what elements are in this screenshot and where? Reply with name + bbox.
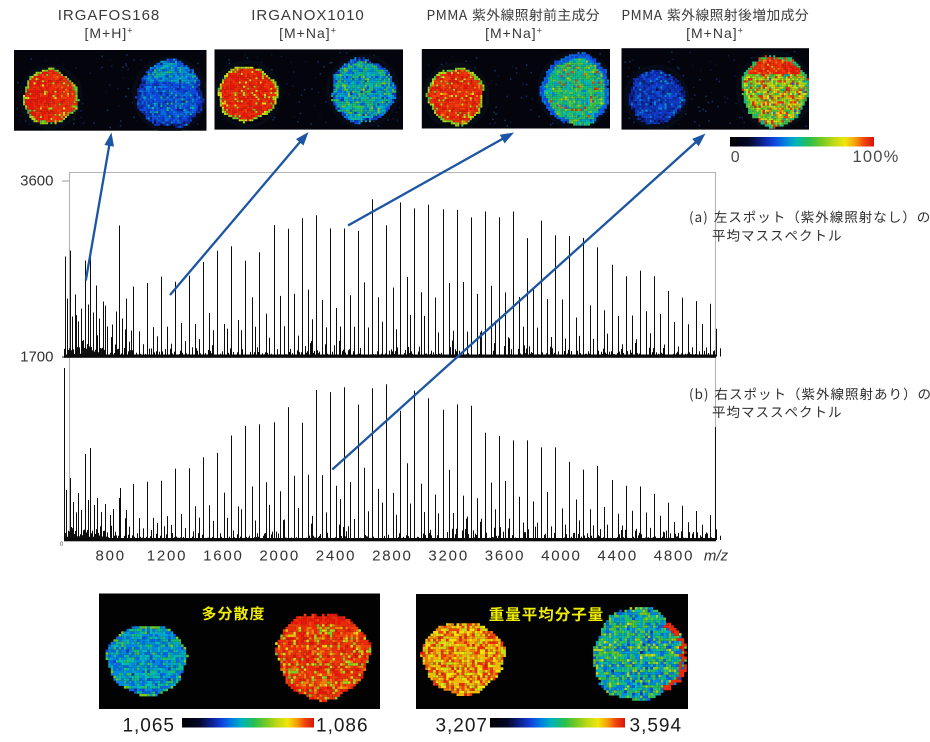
svg-text:1600: 1600 [203, 548, 244, 565]
svg-text:1,065: 1,065 [122, 716, 175, 737]
svg-text:[M+Na]+: [M+Na]+ [279, 25, 337, 41]
svg-text:1,086: 1,086 [316, 716, 369, 737]
svg-text:[M+Na]+: [M+Na]+ [686, 25, 744, 41]
svg-text:[M+H]+: [M+H]+ [85, 25, 134, 41]
svg-text:2800: 2800 [372, 548, 413, 565]
svg-text:3600: 3600 [485, 548, 526, 565]
svg-text:IRGANOX1010: IRGANOX1010 [251, 7, 365, 24]
svg-text:1700: 1700 [20, 349, 53, 366]
svg-text:IRGAFOS168: IRGAFOS168 [58, 7, 161, 24]
svg-text:3,594: 3,594 [630, 716, 683, 737]
svg-text:1200: 1200 [147, 548, 188, 565]
svg-text:800: 800 [95, 548, 125, 565]
svg-text:3,207: 3,207 [435, 716, 488, 737]
svg-text:m/z: m/z [704, 548, 729, 565]
svg-text:2400: 2400 [316, 548, 357, 565]
svg-text:2000: 2000 [259, 548, 300, 565]
svg-text:4800: 4800 [654, 548, 695, 565]
svg-text:0: 0 [731, 149, 740, 166]
svg-text:4400: 4400 [597, 548, 638, 565]
svg-text:4000: 4000 [541, 548, 582, 565]
svg-text:100%: 100% [852, 148, 899, 166]
svg-text:3600: 3600 [20, 173, 53, 190]
svg-text:[M+Na]+: [M+Na]+ [485, 25, 543, 41]
svg-text:3200: 3200 [428, 548, 469, 565]
svg-text:0: 0 [60, 542, 64, 548]
